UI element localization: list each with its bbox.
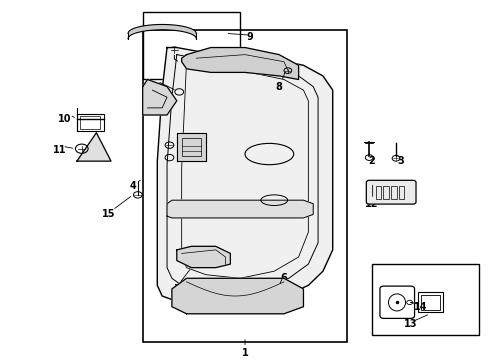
Bar <box>80 116 100 129</box>
Text: 10: 10 <box>58 113 72 123</box>
Polygon shape <box>128 24 196 39</box>
Text: 5: 5 <box>173 284 180 294</box>
Polygon shape <box>177 133 206 161</box>
Polygon shape <box>77 133 111 161</box>
Bar <box>372 264 479 335</box>
Bar <box>77 114 104 131</box>
Text: 11: 11 <box>53 145 67 156</box>
Polygon shape <box>167 200 313 218</box>
Text: 13: 13 <box>404 319 417 329</box>
Bar <box>143 30 347 342</box>
Text: 4: 4 <box>129 181 136 191</box>
Text: 14: 14 <box>414 302 427 312</box>
Polygon shape <box>172 278 303 314</box>
Bar <box>383 186 389 199</box>
Bar <box>391 186 396 199</box>
Bar <box>182 138 201 156</box>
Text: 8: 8 <box>276 82 283 91</box>
Bar <box>143 12 240 80</box>
Polygon shape <box>177 246 230 267</box>
Bar <box>418 292 443 312</box>
Text: 9: 9 <box>246 32 253 42</box>
Text: 12: 12 <box>365 199 378 209</box>
Bar <box>421 294 440 310</box>
Text: 6: 6 <box>281 273 287 283</box>
Text: 3: 3 <box>397 156 404 166</box>
Text: 1: 1 <box>242 348 248 358</box>
Text: 7: 7 <box>149 82 156 91</box>
Text: 2: 2 <box>368 156 375 166</box>
Polygon shape <box>182 48 298 80</box>
FancyBboxPatch shape <box>367 180 416 204</box>
Polygon shape <box>143 80 177 115</box>
Polygon shape <box>157 48 333 307</box>
Bar <box>399 186 404 199</box>
Bar <box>375 186 381 199</box>
Text: 15: 15 <box>102 210 115 219</box>
